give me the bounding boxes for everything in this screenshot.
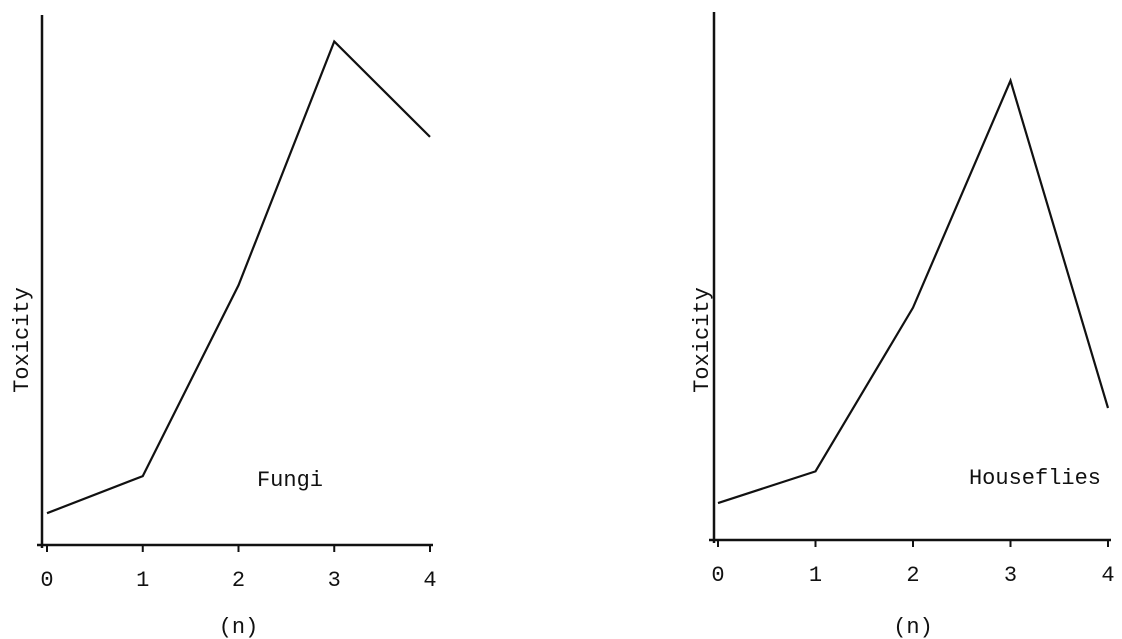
- x-axis-label: (n): [893, 615, 933, 639]
- x-tick-label: 4: [1101, 563, 1114, 588]
- annotation: Fungi: [257, 468, 323, 493]
- line: [46, 39, 431, 515]
- x-tick-label: 1: [136, 568, 149, 593]
- x-tick-label: 0: [711, 563, 724, 588]
- x-tick-label: 2: [906, 563, 919, 588]
- annotation: Houseflies: [969, 466, 1101, 491]
- x-tick-label: 4: [423, 568, 436, 593]
- x-tick-label: 1: [809, 563, 822, 588]
- y-axis-label: Toxicity: [10, 287, 35, 393]
- x-tick-label: 3: [1004, 563, 1017, 588]
- x-axis-label: (n): [219, 615, 259, 639]
- x-tick-label: 2: [232, 568, 245, 593]
- x-tick-label: 3: [328, 568, 341, 593]
- line: [717, 77, 1110, 505]
- x-tick-label: 0: [40, 568, 53, 593]
- y-axis-label: Toxicity: [690, 287, 715, 393]
